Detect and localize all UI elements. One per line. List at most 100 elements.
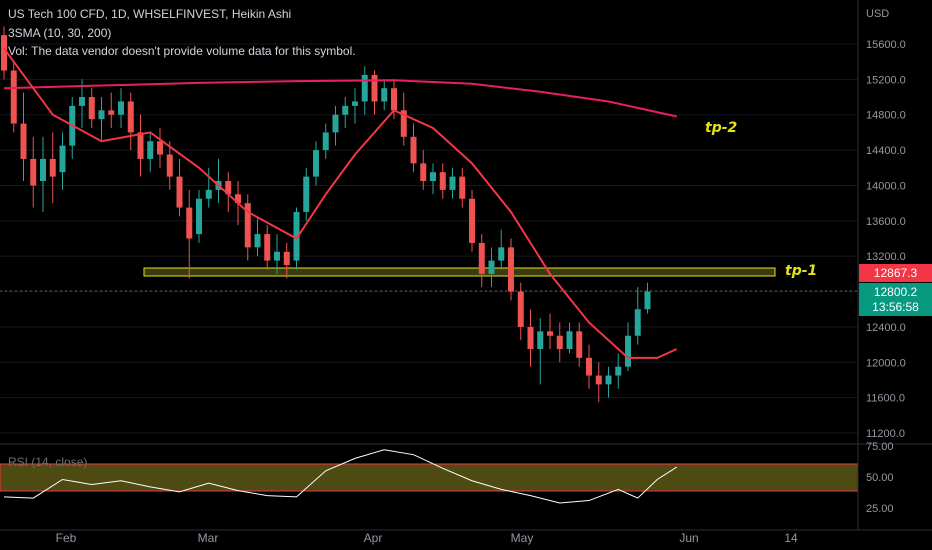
candle-body [20, 123, 27, 159]
candle-body [303, 176, 310, 212]
candle-body [196, 198, 202, 235]
candle-body [313, 150, 319, 177]
candle-body [625, 335, 631, 367]
candle-body [108, 110, 115, 115]
time-tick: 14 [784, 531, 798, 545]
candle-body [439, 172, 446, 190]
price-tick: 14000.0 [866, 180, 906, 192]
sma-legend[interactable]: 3SMA (10, 30, 200) [8, 26, 112, 40]
candle-body [576, 331, 583, 358]
rsi-band [0, 463, 859, 492]
bar-countdown: 13:56:58 [872, 300, 919, 314]
time-tick: Mar [198, 531, 219, 545]
candle-body [381, 88, 388, 102]
candle-body [498, 247, 505, 261]
candle-body [264, 234, 271, 261]
time-tick: Jun [679, 531, 698, 545]
tp-1-label: tp-1 [785, 263, 818, 279]
price-tick: 15200.0 [866, 74, 906, 86]
candle-body [410, 136, 417, 164]
candle-body [235, 194, 241, 204]
candle-body [79, 97, 85, 106]
candle-body [566, 331, 573, 350]
candle-body [59, 145, 66, 173]
candle-body [478, 242, 485, 274]
time-tick: May [511, 531, 534, 545]
candle-body [322, 132, 329, 151]
currency-label: USD [866, 8, 889, 20]
candle-body [391, 88, 397, 111]
candle-body [127, 101, 134, 133]
candle-body [244, 203, 251, 248]
candle-body [332, 114, 339, 133]
candle-body [508, 247, 514, 292]
candle-body [166, 154, 173, 177]
volume-legend[interactable]: Vol: The data vendor doesn't provide vol… [8, 44, 356, 58]
price-tick: 13200.0 [866, 251, 906, 263]
price-tick: 12000.0 [866, 357, 906, 369]
candle-body [342, 105, 349, 115]
heikin-ashi-candles [1, 26, 651, 403]
candle-body [98, 110, 105, 120]
candle-body [254, 234, 261, 248]
rsi-tick: 50.00 [866, 472, 894, 484]
rsi-axis[interactable]: 75.00 50.00 25.00 [866, 441, 894, 515]
candle-body [615, 366, 622, 376]
chart-grid [0, 43, 858, 434]
price-tick: 13600.0 [866, 216, 906, 228]
candle-body [547, 331, 553, 336]
candle-body [225, 181, 232, 195]
price-tick: 15600.0 [866, 39, 906, 51]
rsi-tick: 75.00 [866, 441, 894, 453]
sma-30-line [3, 47, 678, 359]
candle-body [420, 163, 427, 182]
candle-body [361, 74, 368, 102]
candle-body [30, 158, 37, 186]
candle-body [293, 211, 300, 261]
candle-body [352, 101, 358, 106]
candle-body [205, 189, 212, 199]
candle-body [595, 375, 602, 385]
candle-body [556, 335, 563, 350]
time-tick: Apr [364, 531, 383, 545]
candle-body [644, 291, 651, 310]
candle-body [186, 207, 193, 239]
candle-body [634, 309, 641, 336]
sma-200-line [3, 79, 677, 118]
price-axis[interactable]: 15600.0 15200.0 14800.0 14400.0 14000.0 13600… [866, 39, 906, 440]
candle-body [147, 141, 154, 159]
price-tick: 12400.0 [866, 322, 906, 334]
current-price-value: 12800.2 [873, 285, 918, 299]
time-tick: Feb [56, 531, 77, 545]
candle-body [88, 97, 95, 120]
chart-title: US Tech 100 CFD, 1D, WHSELFINVEST, Heiki… [8, 7, 292, 21]
candle-body [469, 198, 475, 243]
candle-body [430, 172, 436, 182]
candle-body [371, 74, 378, 102]
candle-body [283, 251, 290, 266]
price-tick: 14400.0 [866, 145, 906, 157]
tp-1-zone[interactable] [143, 267, 776, 277]
rsi-line [3, 449, 678, 504]
candle-body [605, 375, 612, 385]
candle-body [527, 326, 534, 350]
candle-body [40, 158, 46, 182]
time-axis[interactable]: Feb Mar Apr May Jun 14 [56, 531, 798, 545]
candle-body [49, 158, 56, 177]
candle-body [157, 141, 163, 155]
price-tick: 11200.0 [866, 428, 905, 440]
candle-body [449, 176, 456, 190]
current-price-tag: 12800.2 13:56:58 [859, 283, 932, 316]
rsi-legend[interactable]: RSI (14, close) [8, 455, 88, 469]
candle-body [118, 101, 124, 115]
price-tick: 11600.0 [866, 393, 905, 405]
candle-body [586, 357, 592, 376]
candle-body [137, 132, 144, 159]
candle-body [1, 35, 7, 71]
tp-2-label: tp-2 [705, 120, 738, 136]
last-price-tag: 12867.3 [859, 264, 932, 282]
candle-body [488, 260, 495, 274]
candle-body [537, 331, 544, 350]
candle-body [176, 176, 183, 208]
